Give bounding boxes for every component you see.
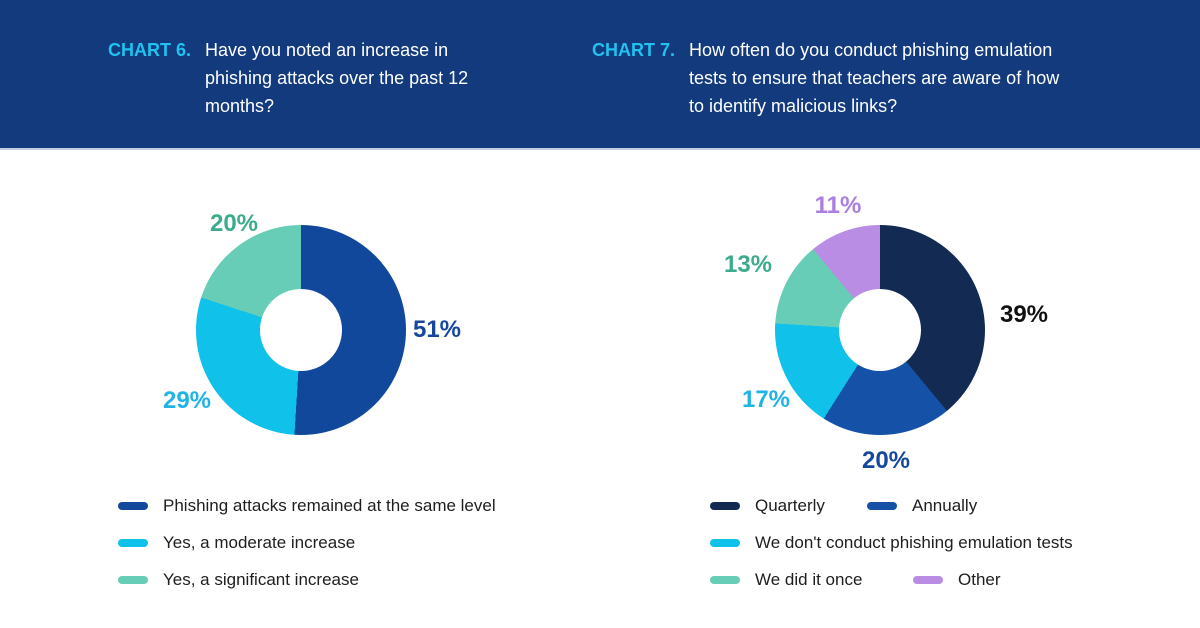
header-band: CHART 6. Have you noted an increase in p… [0, 0, 1200, 150]
legend-label: Annually [912, 495, 978, 515]
chart7-tag: CHART 7. [592, 40, 676, 60]
chart7-donut [775, 225, 985, 435]
legend-swatch-icon [913, 575, 943, 584]
chart6-header: CHART 6. Have you noted an increase in p… [108, 36, 505, 120]
chart7-donut-hole [839, 289, 921, 371]
legend-row: We did it once Other [710, 568, 1073, 591]
chart6-question: Have you noted an increase in phishing a… [205, 40, 469, 116]
chart7-header: CHART 7. How often do you conduct phishi… [592, 36, 1069, 120]
legend-label: We did it once [755, 569, 863, 589]
legend-swatch-icon [710, 501, 740, 510]
chart6-tag: CHART 6. [108, 40, 192, 60]
legend-swatch-icon [118, 575, 148, 584]
chart7-percent-label: 17% [741, 386, 791, 413]
chart7-question: How often do you conduct phishing emulat… [689, 40, 1060, 116]
chart6-legend: Phishing attacks remained at the same le… [118, 494, 496, 591]
chart6-donut [196, 225, 406, 435]
legend-label: Yes, a significant increase [163, 569, 359, 589]
legend-item: Other [913, 570, 1001, 590]
chart6-percent-label: 51% [412, 316, 462, 343]
chart7-percent-label: 20% [861, 447, 911, 474]
legend-item: We did it once [710, 570, 913, 590]
legend-label: Quarterly [755, 495, 825, 515]
legend-label: Other [958, 569, 1001, 589]
chart7-legend: Quarterly Annually We don't conduct phis… [710, 494, 1073, 591]
legend-label: We don't conduct phishing emulation test… [755, 532, 1073, 552]
legend-row: We don't conduct phishing emulation test… [710, 531, 1073, 554]
legend-row: Yes, a significant increase [118, 568, 496, 591]
chart7-percent-label: 11% [814, 192, 862, 219]
legend-swatch-icon [118, 538, 148, 547]
legend-swatch-icon [867, 501, 897, 510]
legend-item: Yes, a moderate increase [118, 533, 355, 553]
legend-swatch-icon [710, 538, 740, 547]
chart6-donut-hole [260, 289, 342, 371]
chart7-percent-label: 39% [999, 301, 1049, 328]
legend-row: Yes, a moderate increase [118, 531, 496, 554]
legend-row: Quarterly Annually [710, 494, 1073, 517]
legend-label: Yes, a moderate increase [163, 532, 356, 552]
legend-item: Annually [867, 496, 977, 516]
chart6-percent-label: 29% [162, 387, 212, 414]
legend-item: Yes, a significant increase [118, 570, 359, 590]
chart7-percent-label: 13% [723, 251, 773, 278]
legend-item: Quarterly [710, 496, 867, 516]
legend-swatch-icon [118, 501, 148, 510]
legend-label: Phishing attacks remained at the same le… [163, 495, 496, 515]
chart6-percent-label: 20% [209, 210, 259, 237]
legend-item: We don't conduct phishing emulation test… [710, 533, 1073, 553]
legend-row: Phishing attacks remained at the same le… [118, 494, 496, 517]
legend-item: Phishing attacks remained at the same le… [118, 496, 496, 516]
legend-swatch-icon [710, 575, 740, 584]
